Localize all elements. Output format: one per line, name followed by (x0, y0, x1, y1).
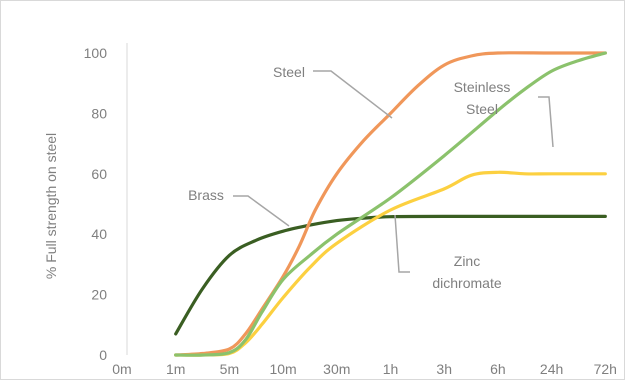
y-tick-label: 20 (91, 287, 107, 303)
annotation-leader-zinc-dichromate (394, 214, 410, 273)
x-tick-label: 24h (540, 361, 563, 377)
x-tick-label: 0m (112, 361, 131, 377)
x-tick-label: 30m (323, 361, 350, 377)
y-axis-label: % Full strength on steel (43, 133, 59, 279)
x-tick-label: 1h (383, 361, 399, 377)
series-line-brass (174, 214, 607, 336)
annotation-label-steel: Steel (273, 64, 305, 80)
y-tick-label: 100 (84, 45, 108, 61)
y-tick-label: 0 (99, 347, 107, 363)
x-tick-label: 1m (166, 361, 185, 377)
x-tick-label: 72h (594, 361, 617, 377)
series-lines (174, 51, 607, 357)
x-tick-label: 5m (220, 361, 239, 377)
annotation-label-zinc-dichromate: dichromate (432, 275, 501, 291)
annotations: Steel Steinless Steel Brass Zinc dichromate (188, 64, 554, 291)
x-tick-label: 3h (436, 361, 452, 377)
series-line-steinless-steel (174, 51, 607, 357)
annotation-label-zinc-dichromate: Zinc (454, 253, 480, 269)
series-line-steel (174, 51, 607, 357)
annotation-label-brass: Brass (188, 187, 224, 203)
y-tick-label: 60 (91, 166, 107, 182)
annotation-leader-steinless-steel (538, 96, 554, 148)
annotation-leader-steel (313, 70, 393, 119)
x-tick-label: 6h (490, 361, 506, 377)
y-tick-label: 80 (91, 105, 107, 121)
annotation-label-steinless-steel: Steinless (454, 79, 511, 95)
axes: 0 20 40 60 80 100 0m 1m 5m 10m 30m 1h 3h 6h 24h 72h (84, 43, 617, 377)
annotation-leader-brass (233, 195, 290, 227)
y-tick-label: 40 (91, 226, 107, 242)
x-tick-label: 10m (269, 361, 296, 377)
annotation-label-steinless-steel: Steel (466, 101, 498, 117)
